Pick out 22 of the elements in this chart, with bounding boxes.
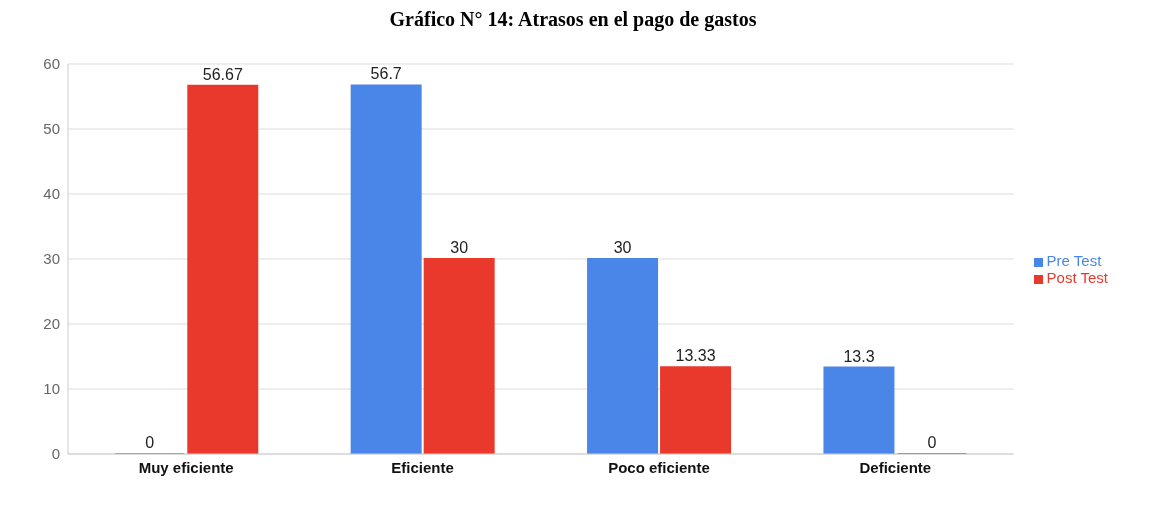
data-label: 0 <box>145 434 155 451</box>
data-label: 30 <box>613 239 632 256</box>
y-tick-label: 50 <box>43 120 60 138</box>
data-label: 56.67 <box>202 65 243 83</box>
data-label: 13.3 <box>843 347 875 365</box>
y-tick-label: 30 <box>43 250 60 268</box>
x-tick-label: Muy eficiente <box>138 458 234 476</box>
x-tick-label: Poco eficiente <box>608 458 710 476</box>
y-tick-label: 20 <box>43 315 60 333</box>
data-label: 13.33 <box>675 347 716 365</box>
y-tick-label: 60 <box>43 55 60 73</box>
x-tick-label: Eficiente <box>391 458 454 476</box>
data-label: 30 <box>450 239 469 256</box>
x-tick-label: Deficiente <box>859 458 932 476</box>
y-tick-label: 10 <box>43 380 60 398</box>
legend-label: Pre Test <box>1046 252 1102 269</box>
data-label: 0 <box>927 434 937 451</box>
chart-title: Gráfico N° 14: Atrasos en el pago de gastos <box>388 8 758 33</box>
y-tick-label: 0 <box>51 445 60 463</box>
legend-label: Post Test <box>1046 269 1108 286</box>
data-label: 56.7 <box>370 65 402 83</box>
y-tick-label: 40 <box>43 185 60 203</box>
